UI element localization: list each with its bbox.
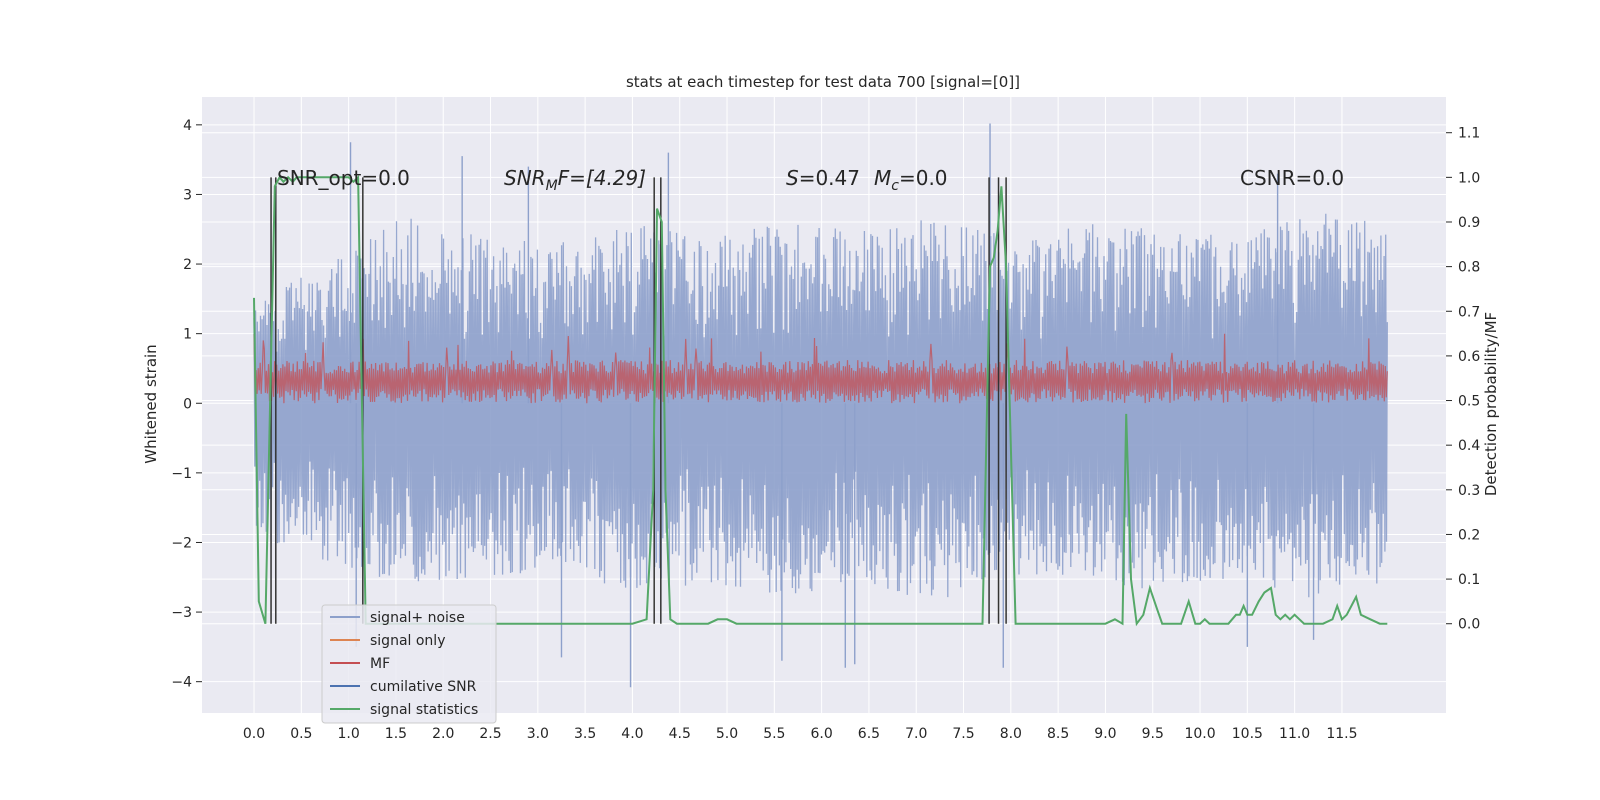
y2-tick-label: 0.8 (1458, 260, 1480, 276)
legend-label: signal statistics (370, 702, 478, 718)
y2-tick-label: 0.1 (1458, 572, 1480, 588)
x-tick-label: 0.5 (290, 726, 312, 742)
y2-tick-label: 0.9 (1458, 215, 1480, 231)
y2-tick-label: 0.4 (1458, 438, 1480, 454)
x-tick-label: 9.0 (1094, 726, 1116, 742)
annotation-stat-m-value: =0.0 (899, 166, 948, 190)
y-tick-label: −3 (171, 605, 192, 621)
x-tick-label: 10.5 (1232, 726, 1263, 742)
y-tick-label: −2 (171, 535, 192, 551)
annotation-csnr-text: CSNR=0.0 (1240, 166, 1344, 190)
x-tick-label: 1.0 (337, 726, 359, 742)
legend-label: signal only (370, 633, 445, 649)
annotation-csnr: CSNR=0.0 (1240, 166, 1344, 190)
annotation-snr-mf-main: SNR (504, 166, 546, 190)
annotation-snr-mf-sub: M (546, 178, 558, 194)
tick-labels: 0.0 0.5 1.0 1.5 2.0 2.5 3.0 3.5 4.0 4.5 5.0 5.5 6.0 6… (171, 118, 1480, 742)
y-tick-label: −1 (171, 466, 192, 482)
y-tick-label: −4 (171, 675, 192, 691)
legend-label: MF (370, 656, 390, 672)
y2-tick-label: 1.1 (1458, 126, 1480, 142)
legend-entry-signal-only: signal only (330, 633, 445, 649)
x-tick-label: 4.5 (669, 726, 691, 742)
legend-label: signal+ noise (370, 610, 465, 626)
x-tick-label: 9.5 (1142, 726, 1164, 742)
annotation-stat-m-sub: c (891, 178, 899, 194)
y-tick-label: 4 (183, 118, 192, 134)
x-tick-label: 6.0 (811, 726, 833, 742)
y2-axis-label: Detection probability/MF (1482, 312, 1500, 496)
x-tick-label: 11.0 (1279, 726, 1310, 742)
series-signal-statistics (253, 174, 1388, 627)
legend-entry-signal-statistics: signal statistics (330, 702, 478, 718)
y2-tick-label: 0.3 (1458, 483, 1480, 499)
annotation-snr-opt: SNR_opt=0.0 (277, 166, 410, 190)
annotation-stat: S=0.47 Mc=0.0 (786, 166, 948, 194)
y2-tick-label: 0.7 (1458, 304, 1480, 320)
x-tick-label: 7.0 (905, 726, 927, 742)
legend-entry-cumulative-snr: cumilative SNR (330, 679, 477, 695)
chart-title: stats at each timestep for test data 700… (626, 73, 1020, 91)
x-tick-label: 1.5 (385, 726, 407, 742)
annotation-snr-opt-text: SNR_opt=0.0 (277, 166, 410, 190)
series-signal-noise (253, 213, 1388, 598)
annotation-stat-s-value: =0.47 (799, 166, 860, 190)
legend-label: cumilative SNR (370, 679, 477, 695)
x-tick-label: 2.5 (479, 726, 501, 742)
plot-content (253, 123, 1388, 688)
y2-tick-label: 0.0 (1458, 617, 1480, 633)
x-tick-label: 7.5 (952, 726, 974, 742)
annotation-snr-mf-rest-f: F=[4.29] (558, 166, 646, 190)
x-tick-label: 3.5 (574, 726, 596, 742)
y2-tick-label: 1.0 (1458, 170, 1480, 186)
y-tick-label: 0 (183, 396, 192, 412)
y-axis-label: Whitened strain (142, 344, 160, 463)
legend-box (321, 604, 497, 724)
series-mf (253, 333, 1388, 404)
x-tick-label: 6.5 (858, 726, 880, 742)
y-tick-label: 3 (183, 187, 192, 203)
x-tick-label: 5.5 (763, 726, 785, 742)
annotation-stat-s: S (786, 166, 799, 190)
legend-entry-signal-noise: signal+ noise (330, 610, 465, 626)
x-tick-label: 8.5 (1047, 726, 1069, 742)
x-tick-label: 8.0 (1000, 726, 1022, 742)
x-tick-label: 5.0 (716, 726, 738, 742)
legend: signal+ noise signal only MF cumilative … (321, 604, 497, 724)
x-tick-label: 4.0 (621, 726, 643, 742)
x-tick-label: 3.0 (527, 726, 549, 742)
annotation-stat-m: M (874, 166, 891, 190)
x-tick-label: 11.5 (1326, 726, 1357, 742)
y-tick-label: 2 (183, 257, 192, 273)
y-tick-label: 1 (183, 327, 192, 343)
x-tick-label: 10.0 (1184, 726, 1215, 742)
annotation-snr-mf: SNRMF=[4.29] (504, 166, 646, 194)
legend-entry-mf: MF (330, 656, 390, 672)
y2-tick-label: 0.5 (1458, 394, 1480, 410)
y2-tick-label: 0.2 (1458, 527, 1480, 543)
x-tick-label: 2.0 (432, 726, 454, 742)
y2-tick-label: 0.6 (1458, 349, 1480, 365)
x-tick-label: 0.0 (243, 726, 265, 742)
